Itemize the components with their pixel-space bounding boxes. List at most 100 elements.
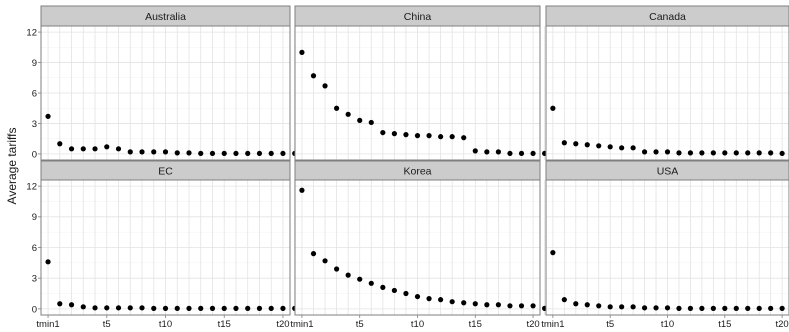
- data-point-ec: [233, 305, 239, 311]
- data-point-usa: [561, 297, 567, 303]
- data-point-korea: [449, 299, 455, 305]
- data-point-korea: [380, 284, 386, 290]
- data-point-usa: [584, 302, 590, 308]
- data-point-usa: [722, 305, 728, 311]
- y-tick-label: 3: [32, 119, 37, 130]
- x-tick-label: t20: [776, 319, 789, 330]
- data-point-usa: [630, 304, 636, 310]
- data-point-ec: [174, 305, 180, 311]
- data-point-australia: [104, 144, 110, 150]
- data-point-australia: [151, 149, 157, 155]
- data-point-canada: [584, 142, 590, 148]
- facet-label-canada: Canada: [649, 11, 686, 23]
- data-point-australia: [45, 113, 51, 119]
- data-point-canada: [745, 150, 751, 156]
- data-point-ec: [268, 305, 274, 311]
- y-tick-label: 0: [32, 149, 37, 160]
- x-tick-label: tmin1: [36, 319, 59, 330]
- data-point-china: [495, 149, 501, 155]
- data-point-china: [380, 129, 386, 136]
- data-point-korea: [310, 251, 317, 257]
- data-point-china: [530, 150, 536, 157]
- data-point-australia: [174, 150, 180, 156]
- data-point-korea: [426, 296, 432, 302]
- data-point-australia: [162, 149, 169, 155]
- data-point-canada: [561, 140, 567, 146]
- data-point-canada: [733, 150, 739, 156]
- x-tick-label: t10: [159, 319, 172, 330]
- data-point-korea: [484, 302, 490, 308]
- data-point-ec: [45, 259, 51, 265]
- x-tick-label: t15: [469, 319, 482, 330]
- data-point-australia: [198, 150, 204, 157]
- data-point-ec: [80, 304, 86, 310]
- data-point-canada: [607, 144, 613, 150]
- data-point-australia: [245, 150, 251, 157]
- data-point-china: [322, 83, 328, 89]
- data-point-ec: [209, 305, 216, 311]
- data-point-usa: [745, 305, 751, 311]
- data-point-ec: [104, 305, 110, 311]
- data-point-china: [484, 149, 490, 155]
- facet-strip-australia: [40, 5, 291, 27]
- data-point-canada: [710, 150, 716, 156]
- y-tick-label: 3: [32, 274, 37, 285]
- data-point-korea: [518, 303, 525, 309]
- data-point-china: [438, 134, 444, 140]
- data-point-korea: [334, 266, 340, 272]
- data-point-canada: [722, 150, 728, 156]
- data-point-korea: [368, 280, 374, 286]
- data-point-china: [518, 150, 525, 157]
- x-tick-label: t5: [103, 319, 111, 330]
- data-point-australia: [92, 146, 98, 152]
- data-point-canada: [676, 150, 682, 156]
- data-point-korea: [345, 272, 351, 278]
- data-point-usa: [596, 303, 602, 309]
- data-point-ec: [198, 305, 204, 311]
- data-point-korea: [299, 187, 305, 193]
- data-point-usa: [573, 301, 579, 307]
- data-point-canada: [596, 143, 602, 149]
- y-tick-label: 12: [26, 182, 37, 193]
- data-point-australia: [256, 150, 263, 157]
- data-point-korea: [414, 293, 421, 300]
- data-point-canada: [550, 105, 556, 111]
- y-axis-label: Average tariffs: [5, 128, 19, 205]
- data-point-usa: [756, 305, 762, 311]
- data-point-usa: [676, 305, 682, 311]
- data-point-china: [461, 135, 467, 141]
- data-point-australia: [209, 150, 216, 157]
- data-point-canada: [641, 149, 648, 155]
- data-point-ec: [92, 305, 98, 311]
- data-point-canada: [573, 141, 579, 147]
- data-point-canada: [653, 149, 659, 155]
- data-point-korea: [530, 303, 536, 309]
- data-point-canada: [699, 150, 705, 156]
- data-point-usa: [733, 305, 739, 311]
- data-point-usa: [710, 305, 716, 311]
- y-tick-label: 0: [32, 304, 37, 315]
- data-point-usa: [664, 305, 671, 311]
- data-point-ec: [256, 305, 263, 311]
- data-point-canada: [664, 149, 671, 155]
- x-tick-label: t10: [661, 319, 674, 330]
- data-point-korea: [495, 302, 501, 308]
- x-tick-label: t15: [718, 319, 731, 330]
- data-point-ec: [280, 305, 286, 311]
- data-point-usa: [779, 305, 785, 311]
- data-point-canada: [687, 150, 694, 156]
- data-point-china: [472, 148, 478, 154]
- y-tick-label: 6: [32, 88, 37, 99]
- data-point-china: [414, 133, 421, 139]
- data-point-china: [299, 49, 305, 55]
- data-point-ec: [186, 305, 192, 311]
- data-point-ec: [127, 305, 133, 311]
- x-tick-label: t20: [526, 319, 539, 330]
- data-point-australia: [115, 146, 122, 152]
- x-tick-label: t5: [606, 319, 614, 330]
- data-point-ec: [139, 305, 145, 311]
- facet-strip-korea: [294, 160, 541, 181]
- data-point-korea: [472, 301, 478, 307]
- x-tick-label: t15: [218, 319, 231, 330]
- data-point-korea: [322, 258, 328, 264]
